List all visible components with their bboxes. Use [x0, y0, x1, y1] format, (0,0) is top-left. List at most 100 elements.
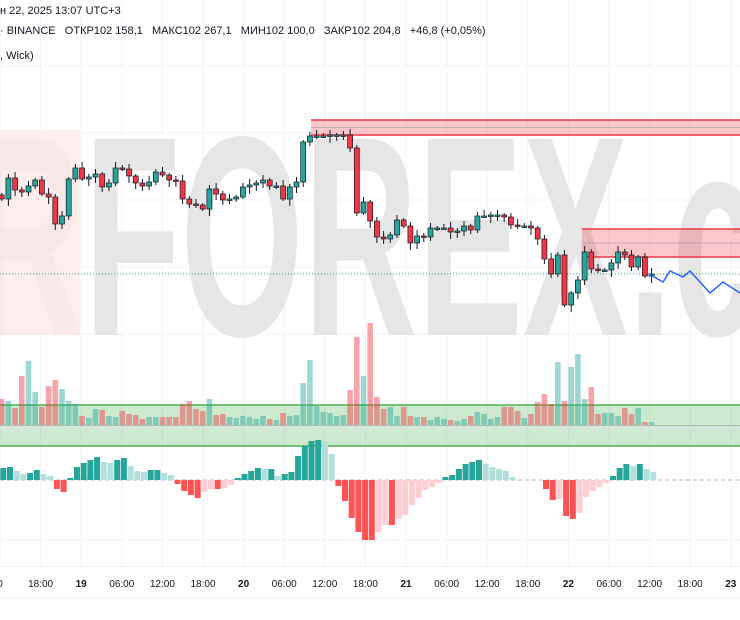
- candle-down[interactable]: [467, 225, 474, 231]
- candle-up[interactable]: [260, 179, 266, 184]
- candle-down[interactable]: [39, 179, 45, 195]
- candle-up[interactable]: [360, 201, 367, 214]
- candle-up[interactable]: [5, 177, 12, 200]
- candle-down[interactable]: [213, 188, 219, 195]
- candle-down[interactable]: [266, 179, 273, 187]
- candle-up[interactable]: [387, 234, 394, 240]
- candle-down[interactable]: [12, 177, 18, 191]
- candle-down[interactable]: [367, 201, 374, 222]
- candle-up[interactable]: [152, 171, 159, 183]
- candle-down[interactable]: [173, 179, 179, 182]
- candle-down[interactable]: [139, 182, 146, 187]
- candle-down[interactable]: [159, 171, 166, 176]
- candle-up[interactable]: [313, 135, 320, 138]
- candle-up[interactable]: [240, 186, 246, 198]
- candle-down[interactable]: [126, 168, 132, 177]
- candle-up[interactable]: [474, 215, 481, 231]
- candle-up[interactable]: [494, 214, 501, 217]
- candle-down[interactable]: [99, 173, 106, 188]
- candle-up[interactable]: [441, 227, 447, 230]
- candle-down[interactable]: [132, 175, 139, 184]
- candle-down[interactable]: [508, 216, 514, 226]
- candle-down[interactable]: [199, 204, 206, 210]
- candle-up[interactable]: [293, 181, 300, 188]
- candle-up[interactable]: [327, 134, 333, 137]
- candle-up[interactable]: [72, 167, 79, 180]
- candle-down[interactable]: [280, 185, 286, 200]
- candle-down[interactable]: [534, 227, 541, 240]
- candle-up[interactable]: [601, 269, 608, 272]
- candle-down[interactable]: [347, 134, 353, 149]
- candle-down[interactable]: [166, 174, 173, 181]
- candle-down[interactable]: [193, 203, 199, 206]
- candle-down[interactable]: [179, 180, 186, 200]
- candle-up[interactable]: [615, 251, 621, 264]
- candle-down[interactable]: [45, 193, 52, 198]
- candle-up[interactable]: [226, 198, 233, 201]
- candle-up[interactable]: [340, 134, 347, 137]
- candle-up[interactable]: [59, 215, 65, 225]
- candle-down[interactable]: [186, 198, 193, 205]
- candle-up[interactable]: [233, 196, 240, 200]
- candle-down[interactable]: [407, 225, 414, 244]
- candle-down[interactable]: [79, 167, 85, 180]
- candle-up[interactable]: [481, 215, 487, 218]
- candle-up[interactable]: [253, 182, 260, 186]
- candle-down[interactable]: [621, 251, 628, 256]
- candle-down[interactable]: [595, 268, 601, 271]
- candle-down[interactable]: [52, 196, 59, 225]
- candle-down[interactable]: [447, 227, 454, 233]
- candle-up[interactable]: [427, 227, 434, 238]
- candle-up[interactable]: [112, 167, 119, 184]
- candle-down[interactable]: [541, 238, 548, 260]
- candle-down[interactable]: [628, 254, 635, 268]
- candle-up[interactable]: [206, 188, 213, 210]
- candle-down[interactable]: [18, 189, 25, 193]
- candle-up[interactable]: [414, 235, 420, 244]
- candle-up[interactable]: [85, 176, 92, 180]
- candle-up[interactable]: [300, 141, 307, 183]
- candle-up[interactable]: [434, 227, 441, 230]
- candle-down[interactable]: [514, 224, 521, 227]
- candle-up[interactable]: [273, 185, 280, 188]
- candle-up[interactable]: [246, 184, 253, 188]
- candle-up[interactable]: [106, 182, 112, 188]
- candle-up[interactable]: [554, 254, 561, 275]
- candle-down[interactable]: [219, 193, 226, 201]
- candle-down[interactable]: [374, 220, 380, 238]
- indicator-legend[interactable]: , Wick): [0, 50, 34, 62]
- candle-down[interactable]: [501, 214, 508, 218]
- candle-down[interactable]: [561, 254, 568, 306]
- candle-up[interactable]: [454, 230, 461, 233]
- candle-up[interactable]: [92, 173, 99, 178]
- candle-up[interactable]: [568, 292, 575, 306]
- candle-up[interactable]: [487, 214, 494, 217]
- candle-down[interactable]: [119, 167, 126, 170]
- time-axis[interactable]: 0 18:00 19 06:00 12:00 18:00 20 06:00 12:00 18:00…: [0, 566, 740, 598]
- forecast-line[interactable]: [648, 269, 740, 295]
- candle-down[interactable]: [548, 258, 554, 275]
- candle-up[interactable]: [521, 225, 528, 228]
- candle-down[interactable]: [353, 147, 360, 214]
- candle-up[interactable]: [394, 219, 400, 236]
- candle-down[interactable]: [400, 219, 407, 227]
- candle-up[interactable]: [575, 279, 581, 294]
- candle-down[interactable]: [420, 235, 427, 238]
- candle-up[interactable]: [25, 185, 32, 193]
- candle-up[interactable]: [307, 135, 313, 143]
- candle-down[interactable]: [642, 256, 648, 277]
- candle-down[interactable]: [588, 251, 595, 270]
- candle-up[interactable]: [461, 225, 467, 232]
- candle-up[interactable]: [333, 134, 340, 137]
- candle-down[interactable]: [380, 236, 387, 240]
- candle-up[interactable]: [320, 135, 327, 138]
- candle-up[interactable]: [32, 179, 39, 187]
- candle-up[interactable]: [65, 178, 72, 217]
- candle-up[interactable]: [635, 256, 642, 268]
- candle-down[interactable]: [528, 225, 534, 229]
- candle-up[interactable]: [286, 186, 293, 200]
- candle-down[interactable]: [0, 194, 5, 200]
- candle-up[interactable]: [608, 262, 615, 271]
- candle-up[interactable]: [146, 181, 152, 187]
